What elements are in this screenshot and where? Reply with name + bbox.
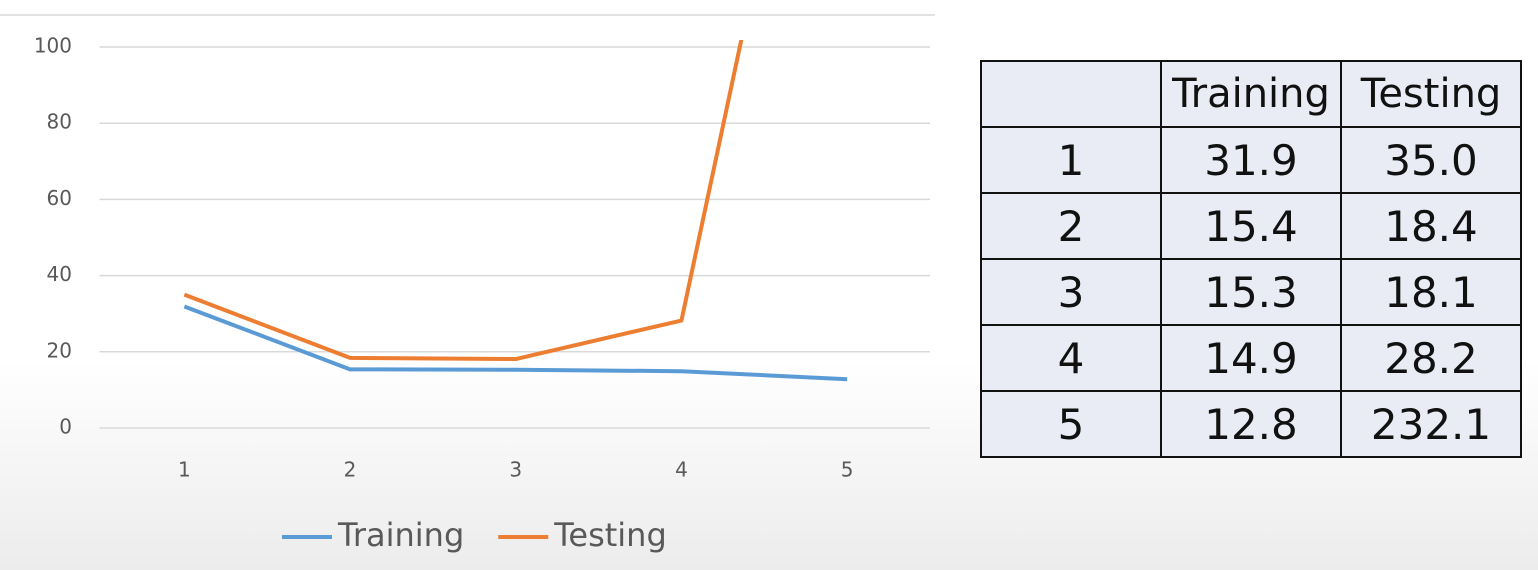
row-label-cell: 5	[980, 390, 1162, 458]
data-table: Training Testing 1 31.9 35.0 2 15.4 18.4 3 15.3…	[980, 60, 1522, 458]
x-tick-label: 5	[841, 458, 854, 482]
table-row: 2 15.4 18.4	[980, 192, 1522, 260]
corner-cell	[980, 60, 1162, 128]
y-tick-label: 0	[59, 415, 72, 439]
header-cell: Training	[1160, 60, 1342, 128]
value-cell: 28.2	[1340, 324, 1522, 392]
row-label-cell: 4	[980, 324, 1162, 392]
table-row: 3 15.3 18.1	[980, 258, 1522, 326]
value-cell: 18.1	[1340, 258, 1522, 326]
y-tick-label: 60	[47, 186, 72, 210]
x-tick-label: 3	[509, 458, 522, 482]
x-tick-label: 4	[675, 458, 688, 482]
table-row: 1 31.9 35.0	[980, 126, 1522, 194]
legend-label: Testing	[553, 516, 667, 554]
value-cell: 18.4	[1340, 192, 1522, 260]
value-cell: 14.9	[1160, 324, 1342, 392]
legend-label: Training	[337, 516, 464, 554]
y-tick-label: 80	[47, 110, 72, 134]
series-line	[183, 40, 744, 362]
header-row: Training Testing	[980, 60, 1522, 128]
value-cell: 12.8	[1160, 390, 1342, 458]
series-line	[183, 304, 848, 382]
y-tick-label: 20	[47, 338, 72, 362]
row-label-cell: 3	[980, 258, 1162, 326]
value-cell: 15.4	[1160, 192, 1342, 260]
row-label-cell: 2	[980, 192, 1162, 260]
y-tick-label: 100	[34, 34, 72, 58]
x-tick-label: 1	[178, 458, 191, 482]
row-label-cell: 1	[980, 126, 1162, 194]
value-cell: 31.9	[1160, 126, 1342, 194]
x-tick-label: 2	[344, 458, 357, 482]
header-cell: Testing	[1340, 60, 1522, 128]
table-row: 5 12.8 232.1	[980, 390, 1522, 458]
value-cell: 232.1	[1340, 390, 1522, 458]
value-cell: 35.0	[1340, 126, 1522, 194]
value-cell: 15.3	[1160, 258, 1342, 326]
y-tick-label: 40	[47, 262, 72, 286]
chart: 0 20 40 60 80 100 1 2 3 4 5 Training Testing	[0, 14, 935, 554]
table-row: 4 14.9 28.2	[980, 324, 1522, 392]
